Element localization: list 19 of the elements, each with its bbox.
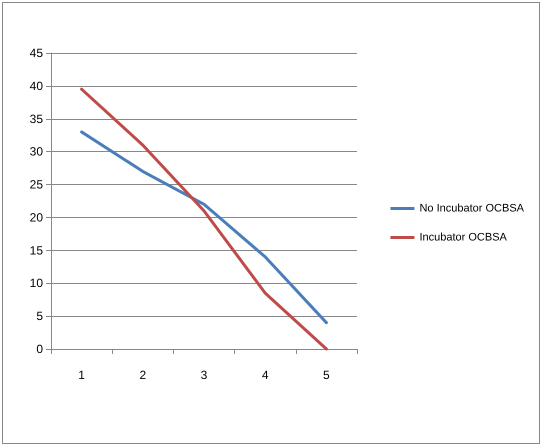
y-tick-label: 15 [30,243,44,258]
y-tick-label: 35 [30,112,44,126]
x-tick-label: 1 [78,368,86,382]
x-tick-label: 2 [139,368,146,382]
line-series [80,88,328,350]
x-tick-label: 3 [200,368,208,382]
y-tick-label: 45 [30,46,44,60]
y-tick-label: 10 [30,276,44,290]
y-tick-label: 25 [30,178,44,192]
line-series [80,130,328,324]
y-tick-label: 5 [36,309,44,324]
y-tick-label: 40 [30,78,44,93]
y-tick-label: 20 [30,210,44,224]
x-tick-label: 5 [323,368,330,382]
y-tick-label: 0 [36,342,44,356]
legend-label: Incubator OCBSA [419,232,508,244]
x-tick-label: 4 [262,368,269,382]
legend-label: No Incubator OCBSA [419,202,525,214]
y-tick-label: 30 [30,144,44,159]
